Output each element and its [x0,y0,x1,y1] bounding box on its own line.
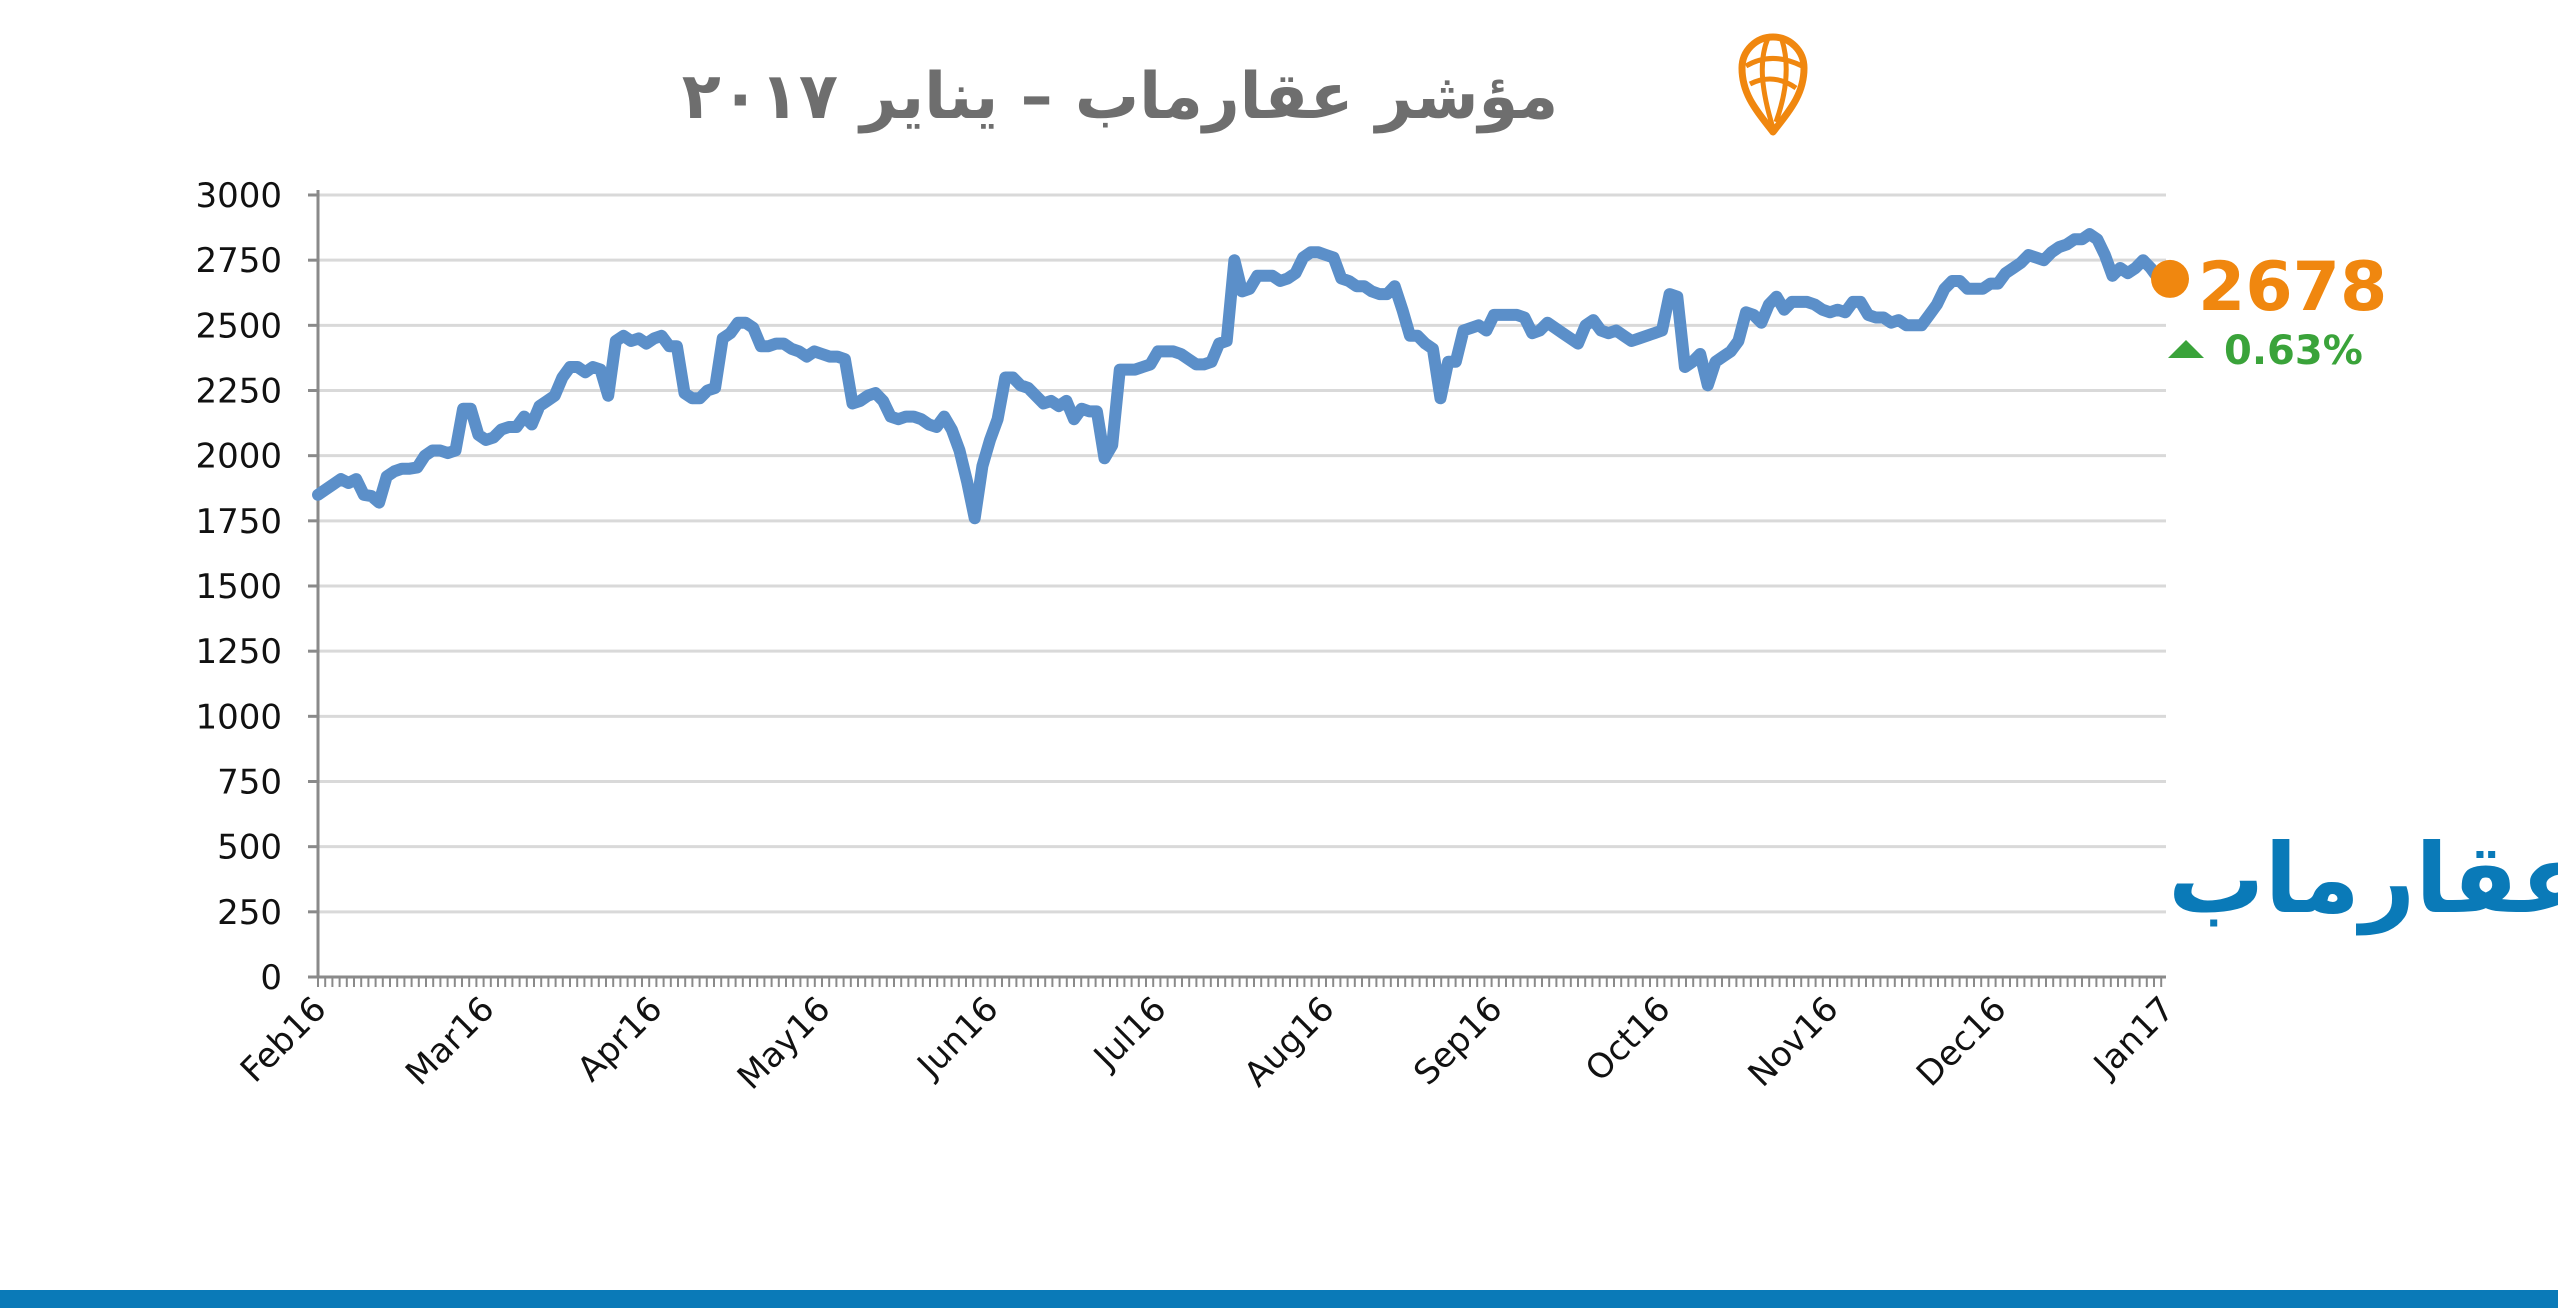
x-tick-label: Feb16 [233,989,334,1090]
y-tick-label: 1750 [195,502,282,542]
chart-title: مؤشر عقارماب – يناير ٢٠١٧ [681,60,1559,134]
x-tick-label: Aug16 [1237,989,1343,1095]
x-axis-ticks: Feb16 Mar16 Apr16 May16 Jun16 Jul16 Aug16 Sep16… [233,989,2182,1098]
x-axis-minor-ticks [317,977,2163,987]
y-tick-label: 1250 [195,632,282,672]
y-tick-label: 1500 [195,567,282,607]
y-tick-label: 500 [217,828,282,868]
y-tick-label: 2750 [195,241,282,281]
last-value-label: 2678 [2198,248,2387,327]
x-tick-label: Nov16 [1741,989,1847,1095]
x-tick-label: Jul16 [1085,989,1174,1078]
change-percent-label: 0.63% [2224,328,2363,374]
chart-grid [318,193,2166,914]
series-line [312,228,2172,525]
y-tick-label: 1000 [195,697,282,737]
x-tick-label: Apr16 [570,989,670,1089]
x-tick-label: Jan17 [2085,989,2182,1086]
y-axis-ticks: 3000275025002250200017501500125010007505… [195,176,318,998]
bottom-brand-bar [0,1290,2558,1308]
y-tick-label: 2000 [195,437,282,477]
x-tick-label: Dec16 [1909,989,2014,1094]
x-tick-label: May16 [730,989,839,1098]
y-tick-label: 750 [217,763,282,803]
x-tick-label: Oct16 [1578,989,1678,1089]
x-tick-label: Jun16 [909,989,1007,1087]
map-pin-globe-icon [1738,33,1808,136]
last-value-marker [2151,259,2189,298]
y-tick-label: 3000 [195,176,282,216]
triangle-up-icon [2168,340,2204,358]
x-tick-label: Mar16 [398,989,502,1093]
y-tick-label: 2500 [195,306,282,346]
brand-watermark: عقارماب [2168,823,2558,935]
y-tick-label: 250 [217,893,282,933]
y-tick-label: 2250 [195,372,282,412]
y-tick-label: 0 [260,958,282,998]
x-tick-label: Sep16 [1406,989,1510,1093]
